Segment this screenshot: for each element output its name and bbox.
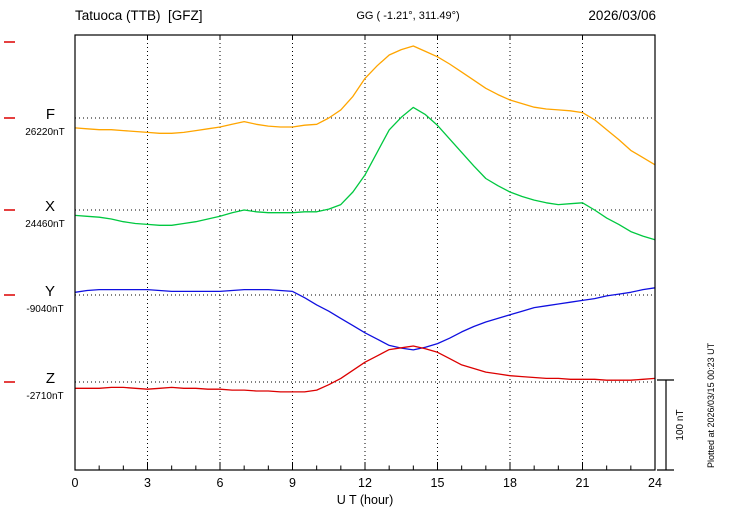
x-tick-label: 24 [648,476,662,490]
plotted-note: Plotted at 2026/03/15 00:23 UT [706,342,716,468]
channel-label-x: X [45,198,55,215]
x-tick-label: 6 [217,476,224,490]
station-title: Tatuoca (TTB) [GFZ] [75,8,203,23]
plot-date: 2026/03/06 [588,8,656,23]
channel-baseline-x: 24460nT [25,219,64,230]
channel-baseline-z: -2710nT [26,391,63,402]
trace-Y [74,287,656,351]
plot-frame [74,34,656,471]
trace-X [74,106,656,241]
channel-label-f: F [46,106,55,123]
channel-label-z: Z [46,370,55,387]
geo-coords: GG ( -1.21°, 311.49°) [356,10,459,22]
trace-F [74,45,656,166]
x-tick-label: 3 [144,476,151,490]
x-tick-label: 0 [72,476,79,490]
x-tick-label: 18 [503,476,517,490]
x-tick-label: 15 [431,476,445,490]
scale-bar-label: 100 nT [675,409,686,440]
trace-Z [75,345,656,393]
x-tick-label: 21 [576,476,590,490]
chart-layer: 0 3 6 9 12 15 18 21 24 [4,34,674,490]
x-axis-label: U T (hour) [337,493,394,507]
x-tick-label: 9 [289,476,296,490]
x-tick-label: 12 [358,476,372,490]
channel-baseline-f: 26220nT [25,127,64,138]
channel-baseline-y: -9040nT [26,304,63,315]
channel-label-y: Y [45,283,55,300]
